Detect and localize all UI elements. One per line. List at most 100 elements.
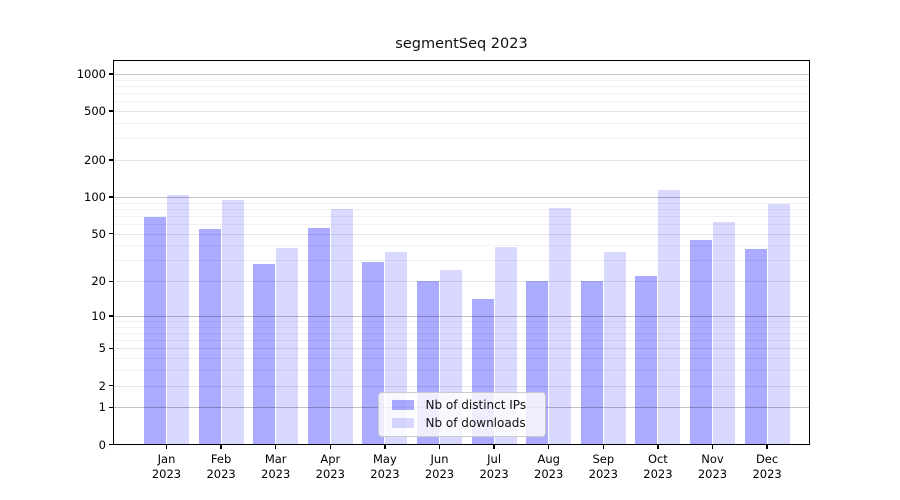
y-axis-tick-mark — [108, 347, 113, 350]
bar-distinct-ips-oct — [635, 276, 658, 445]
gridline-y-100 — [113, 196, 810, 198]
gridline-y-2 — [113, 385, 810, 387]
bar-distinct-ips-sep — [580, 281, 603, 445]
legend-swatch-distinct-ips — [391, 400, 414, 410]
x-axis-tick-mark — [438, 444, 441, 449]
x-axis-tick-mark — [220, 444, 222, 449]
plot-area-frame — [113, 59, 810, 445]
y-axis-tick-label-50: 50 — [91, 226, 106, 241]
gridline-y-7 — [113, 332, 810, 334]
legend-swatch-downloads — [391, 418, 414, 428]
gridline-y-600 — [113, 101, 810, 103]
x-axis-tick-label-mar: Mar 2023 — [261, 451, 291, 481]
bar-distinct-ips-apr — [307, 227, 330, 445]
y-axis-tick-mark — [108, 280, 113, 282]
bar-downloads-dec — [767, 203, 790, 445]
gridline-y-200 — [113, 160, 810, 162]
y-axis-tick-label-10: 10 — [91, 308, 106, 323]
bar-downloads-sep — [603, 252, 626, 445]
legend-label-distinct-ips: Nb of distinct IPs — [425, 398, 527, 412]
bar-distinct-ips-feb — [198, 228, 221, 445]
x-axis-tick-mark — [657, 444, 659, 449]
gridline-y-20 — [113, 281, 810, 283]
gridline-y-50 — [113, 233, 810, 235]
gridline-y-4 — [113, 358, 810, 360]
x-axis-tick-label-sep: Sep 2023 — [588, 451, 618, 481]
x-axis-tick-label-apr: Apr 2023 — [315, 451, 345, 481]
x-axis-tick-label-jul: Jul 2023 — [479, 451, 509, 481]
gridline-y-1000 — [113, 73, 810, 75]
x-axis-tick-mark — [711, 444, 714, 449]
gridline-y-3 — [113, 370, 810, 372]
bar-downloads-apr — [330, 209, 353, 445]
x-axis-tick-label-may: May 2023 — [370, 451, 400, 481]
x-axis-tick-label-jun: Jun 2023 — [424, 451, 455, 481]
x-axis-tick-label-aug: Aug 2023 — [534, 451, 564, 481]
gridline-y-400 — [113, 123, 810, 124]
y-axis-tick-label-200: 200 — [84, 153, 106, 168]
bar-downloads-mar — [276, 248, 299, 445]
gridline-y-9 — [113, 321, 810, 322]
y-axis-tick-label-0: 0 — [98, 437, 106, 452]
gridline-y-800 — [113, 85, 810, 87]
x-axis-tick-mark — [602, 444, 604, 449]
x-axis-tick-mark — [165, 444, 168, 449]
y-axis-tick-mark — [108, 159, 113, 161]
gridline-y-10 — [113, 315, 810, 317]
y-axis-tick-mark — [108, 315, 113, 317]
y-axis-tick-mark — [108, 443, 113, 446]
legend-row: Nb of distinct IPs — [391, 398, 537, 413]
bar-downloads-nov — [713, 222, 735, 445]
gridline-y-6 — [113, 340, 810, 342]
gridline-y-60 — [113, 224, 810, 225]
y-axis-tick-label-100: 100 — [84, 189, 106, 204]
legend-row: Nb of downloads — [391, 416, 537, 431]
y-axis-tick-label-500: 500 — [84, 104, 106, 119]
y-axis-tick-label-2: 2 — [98, 378, 106, 393]
y-axis-tick-label-5: 5 — [98, 341, 106, 356]
gridline-y-8 — [113, 326, 810, 328]
gridline-y-5 — [113, 348, 810, 350]
x-axis-tick-label-nov: Nov 2023 — [697, 451, 728, 481]
bar-downloads-jan — [167, 194, 189, 445]
bar-distinct-ips-dec — [744, 249, 767, 445]
x-axis-tick-mark — [766, 444, 768, 449]
gridline-y-90 — [113, 202, 810, 204]
x-axis-tick-mark — [548, 444, 550, 449]
x-axis-tick-mark — [329, 444, 331, 449]
x-axis-tick-label-dec: Dec 2023 — [752, 451, 782, 481]
y-axis-tick-label-20: 20 — [91, 274, 106, 289]
gridline-y-30 — [113, 260, 810, 262]
chart-title: segmentSeq 2023 — [395, 36, 528, 52]
gridline-y-70 — [113, 215, 810, 217]
bar-distinct-ips-jan — [144, 217, 166, 445]
bar-downloads-aug — [549, 208, 572, 445]
gridline-y-40 — [113, 245, 810, 247]
bar-distinct-ips-nov — [690, 240, 712, 445]
x-axis-tick-mark — [493, 444, 495, 449]
x-axis-tick-label-oct: Oct 2023 — [643, 451, 673, 481]
bar-downloads-feb — [221, 199, 244, 445]
y-axis-tick-mark — [108, 384, 113, 387]
y-axis-tick-label-1000: 1000 — [76, 66, 106, 81]
gridline-y-700 — [113, 93, 810, 95]
y-axis-tick-mark — [108, 196, 113, 198]
x-axis-tick-label-feb: Feb 2023 — [206, 451, 236, 481]
y-axis-tick-mark — [108, 406, 113, 408]
legend-label-downloads: Nb of downloads — [425, 416, 526, 430]
y-axis-tick-mark — [108, 232, 113, 235]
gridline-y-900 — [113, 79, 810, 81]
x-axis-tick-mark — [275, 444, 277, 449]
y-axis-tick-mark — [108, 110, 113, 112]
x-axis-tick-label-jan: Jan 2023 — [151, 451, 182, 481]
x-axis-tick-mark — [384, 444, 386, 449]
y-axis-tick-mark — [108, 73, 113, 75]
gridline-y-80 — [113, 208, 810, 210]
legend: Nb of distinct IPs Nb of downloads — [377, 391, 546, 437]
y-axis-tick-label-1: 1 — [98, 400, 106, 415]
bar-downloads-oct — [658, 189, 681, 445]
bar-distinct-ips-mar — [253, 263, 276, 445]
gridline-y-300 — [113, 138, 810, 140]
gridline-y-500 — [113, 111, 810, 113]
